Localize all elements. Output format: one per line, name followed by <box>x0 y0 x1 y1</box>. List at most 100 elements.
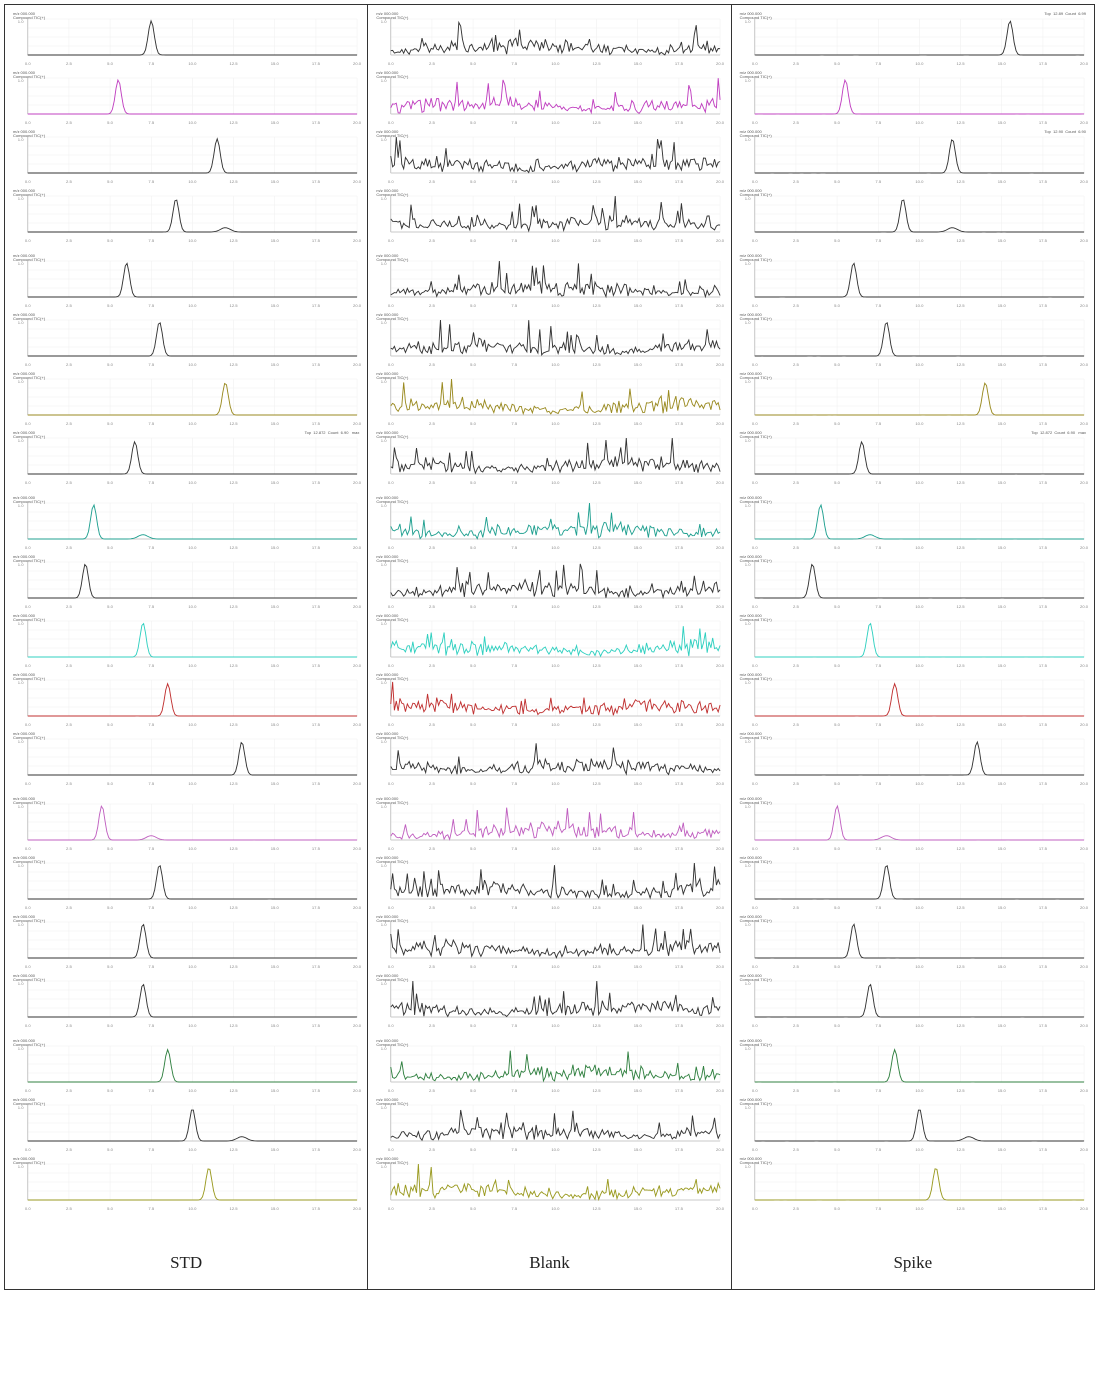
chromatogram-panel: 0.02.55.07.510.012.515.017.520.0 1.0 m/z… <box>372 129 726 185</box>
svg-text:2.5: 2.5 <box>793 1088 800 1093</box>
svg-text:7.5: 7.5 <box>512 905 519 910</box>
svg-text:10.0: 10.0 <box>188 303 197 308</box>
chromatogram-panel: 0.02.55.07.510.012.515.017.520.0 1.0 m/z… <box>372 495 726 551</box>
svg-text:2.5: 2.5 <box>66 1206 73 1211</box>
svg-text:12.5: 12.5 <box>230 480 239 485</box>
chromatogram-svg: 0.02.55.07.510.012.515.017.520.0 1.0 <box>372 495 726 551</box>
chromatogram-svg: 0.02.55.07.510.012.515.017.520.0 1.0 <box>9 613 363 669</box>
svg-text:17.5: 17.5 <box>675 846 684 851</box>
panel-top-left-label: m/z 000.000 Compound TIC(+) <box>740 431 772 439</box>
svg-text:7.5: 7.5 <box>148 663 155 668</box>
svg-text:7.5: 7.5 <box>512 722 519 727</box>
panel-top-left-label: m/z 000.000 Compound TIC(+) <box>376 856 408 864</box>
svg-text:10.0: 10.0 <box>188 964 197 969</box>
svg-text:2.5: 2.5 <box>429 781 436 786</box>
svg-text:20.0: 20.0 <box>1080 545 1089 550</box>
svg-text:7.5: 7.5 <box>512 1023 519 1028</box>
panel-top-left-label: m/z 000.000 Compound TIC(+) <box>376 189 408 197</box>
svg-text:20.0: 20.0 <box>353 964 362 969</box>
chromatogram-panel: 0.02.55.07.510.012.515.017.520.0 1.0 m/z… <box>9 430 363 486</box>
panel-top-left-label: m/z 000.000 Compound TIC(+) <box>376 614 408 622</box>
svg-text:10.0: 10.0 <box>915 120 924 125</box>
svg-text:0.0: 0.0 <box>752 238 759 243</box>
svg-text:7.5: 7.5 <box>148 303 155 308</box>
svg-text:7.5: 7.5 <box>148 722 155 727</box>
svg-text:20.0: 20.0 <box>353 545 362 550</box>
svg-text:20.0: 20.0 <box>353 480 362 485</box>
svg-text:15.0: 15.0 <box>997 179 1006 184</box>
svg-text:5.0: 5.0 <box>107 964 114 969</box>
chromatogram-svg: 0.02.55.07.510.012.515.017.520.0 1.0 <box>9 796 363 852</box>
svg-text:7.5: 7.5 <box>148 421 155 426</box>
panel-top-left-label: m/z 000.000 Compound TIC(+) <box>13 856 45 864</box>
chromatogram-panel: 0.02.55.07.510.012.515.017.520.0 1.0 m/z… <box>9 70 363 126</box>
chromatogram-svg: 0.02.55.07.510.012.515.017.520.0 1.0 <box>372 1097 726 1153</box>
panel-top-right-label: Top 12.89 Count 6.99 <box>1044 12 1086 16</box>
chromatogram-panel: 0.02.55.07.510.012.515.017.520.0 1.0 m/z… <box>9 855 363 911</box>
svg-text:17.5: 17.5 <box>1039 421 1048 426</box>
chromatogram-panel: 0.02.55.07.510.012.515.017.520.0 1.0 m/z… <box>736 554 1090 610</box>
svg-text:5.0: 5.0 <box>834 604 841 609</box>
svg-text:10.0: 10.0 <box>552 61 561 66</box>
svg-text:20.0: 20.0 <box>1080 303 1089 308</box>
panel-top-left-label: m/z 000.000 Compound TIC(+) <box>13 732 45 740</box>
svg-text:0.0: 0.0 <box>388 179 395 184</box>
svg-text:10.0: 10.0 <box>188 604 197 609</box>
svg-text:15.0: 15.0 <box>634 303 643 308</box>
svg-text:0.0: 0.0 <box>752 964 759 969</box>
svg-text:5.0: 5.0 <box>834 61 841 66</box>
chart-stack: 0.02.55.07.510.012.515.017.520.0 1.0 m/z… <box>5 5 367 1217</box>
svg-text:7.5: 7.5 <box>512 480 519 485</box>
panel-top-left-label: m/z 000.000 Compound TIC(+) <box>740 673 772 681</box>
svg-text:2.5: 2.5 <box>793 421 800 426</box>
svg-text:15.0: 15.0 <box>271 663 280 668</box>
svg-text:12.5: 12.5 <box>230 120 239 125</box>
chromatogram-panel: 0.02.55.07.510.012.515.017.520.0 1.0 m/z… <box>736 731 1090 787</box>
svg-text:17.5: 17.5 <box>1039 545 1048 550</box>
svg-text:15.0: 15.0 <box>271 238 280 243</box>
svg-text:10.0: 10.0 <box>188 1206 197 1211</box>
svg-text:10.0: 10.0 <box>188 545 197 550</box>
svg-text:12.5: 12.5 <box>956 1206 965 1211</box>
svg-text:20.0: 20.0 <box>1080 722 1089 727</box>
svg-text:2.5: 2.5 <box>429 480 436 485</box>
panel-top-left-label: m/z 000.000 Compound TIC(+) <box>376 12 408 20</box>
chromatogram-panel: 0.02.55.07.510.012.515.017.520.0 1.0 m/z… <box>736 371 1090 427</box>
chromatogram-panel: 0.02.55.07.510.012.515.017.520.0 1.0 m/z… <box>372 973 726 1029</box>
panel-top-left-label: m/z 000.000 Compound TIC(+) <box>13 130 45 138</box>
svg-text:20.0: 20.0 <box>353 303 362 308</box>
svg-text:7.5: 7.5 <box>875 480 882 485</box>
svg-text:15.0: 15.0 <box>997 421 1006 426</box>
panel-top-left-label: m/z 000.000 Compound TIC(+) <box>740 12 772 20</box>
svg-text:10.0: 10.0 <box>188 722 197 727</box>
svg-text:7.5: 7.5 <box>148 846 155 851</box>
svg-text:17.5: 17.5 <box>675 545 684 550</box>
chromatogram-panel: 0.02.55.07.510.012.515.017.520.0 1.0 m/z… <box>736 253 1090 309</box>
svg-text:7.5: 7.5 <box>875 362 882 367</box>
svg-text:15.0: 15.0 <box>271 964 280 969</box>
svg-text:2.5: 2.5 <box>66 179 73 184</box>
svg-text:20.0: 20.0 <box>353 61 362 66</box>
chromatogram-svg: 0.02.55.07.510.012.515.017.520.0 1.0 <box>372 855 726 911</box>
svg-text:15.0: 15.0 <box>271 846 280 851</box>
svg-text:20.0: 20.0 <box>1080 1088 1089 1093</box>
panel-top-left-label: m/z 000.000 Compound TIC(+) <box>740 1039 772 1047</box>
panel-top-right-label: Top 12.872 Count 6.90 max <box>1031 431 1086 435</box>
svg-text:12.5: 12.5 <box>956 1088 965 1093</box>
svg-text:12.5: 12.5 <box>230 846 239 851</box>
svg-text:7.5: 7.5 <box>875 303 882 308</box>
svg-text:17.5: 17.5 <box>312 61 321 66</box>
svg-text:15.0: 15.0 <box>271 1147 280 1152</box>
svg-text:2.5: 2.5 <box>793 663 800 668</box>
svg-text:7.5: 7.5 <box>875 663 882 668</box>
svg-text:10.0: 10.0 <box>915 1023 924 1028</box>
svg-text:5.0: 5.0 <box>107 238 114 243</box>
svg-text:17.5: 17.5 <box>312 1147 321 1152</box>
svg-text:15.0: 15.0 <box>634 1088 643 1093</box>
chromatogram-svg: 0.02.55.07.510.012.515.017.520.0 1.0 <box>9 371 363 427</box>
chromatogram-svg: 0.02.55.07.510.012.515.017.520.0 1.0 <box>9 1156 363 1212</box>
svg-text:15.0: 15.0 <box>997 1147 1006 1152</box>
svg-text:12.5: 12.5 <box>956 61 965 66</box>
svg-text:5.0: 5.0 <box>107 545 114 550</box>
svg-text:17.5: 17.5 <box>1039 61 1048 66</box>
